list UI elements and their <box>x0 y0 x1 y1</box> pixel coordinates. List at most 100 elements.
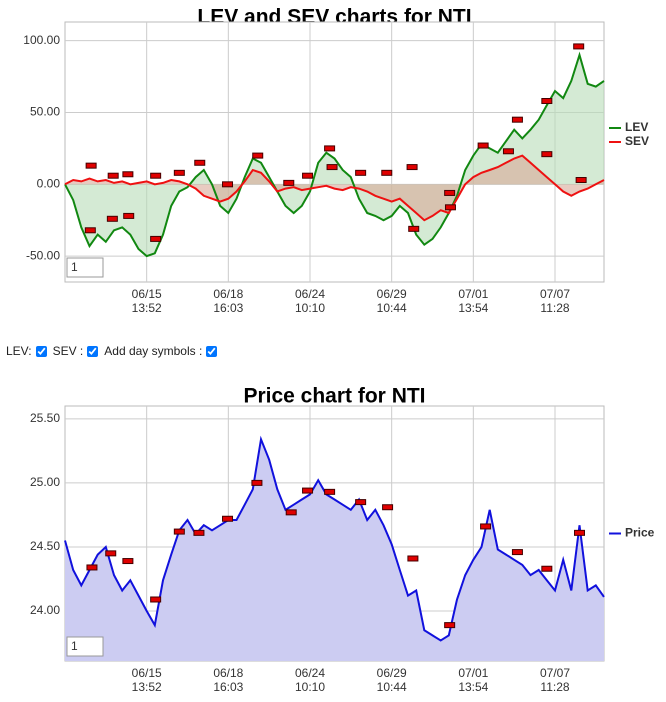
y-tick-label: 25.00 <box>30 475 60 489</box>
y-tick-label: 50.00 <box>30 105 60 119</box>
legend-label: SEV <box>625 134 649 148</box>
day-symbol <box>150 172 162 179</box>
day-symbol <box>407 555 419 562</box>
day-symbol <box>326 164 338 171</box>
x-tick-sublabel: 16:03 <box>213 680 243 694</box>
day-symbol <box>573 43 585 50</box>
lev-checkbox[interactable] <box>35 345 47 357</box>
chart-controls: LEV: SEV : Add day symbols : <box>6 344 221 358</box>
x-tick-label: 06/29 <box>377 287 407 301</box>
day-symbol <box>252 152 264 159</box>
x-tick-sublabel: 16:03 <box>213 301 243 315</box>
day-symbol <box>86 564 98 571</box>
legend-label: LEV <box>625 120 648 134</box>
area-fill <box>65 55 604 257</box>
zoom-input[interactable] <box>66 636 104 657</box>
x-tick-label: 06/18 <box>213 287 243 301</box>
x-tick-sublabel: 13:52 <box>132 680 162 694</box>
day-symbol <box>122 171 134 178</box>
x-tick-label: 06/24 <box>295 287 325 301</box>
x-tick-sublabel: 13:54 <box>458 301 488 315</box>
day-symbol <box>574 529 585 536</box>
day-symbol <box>283 179 295 186</box>
day-symbol <box>382 504 394 511</box>
day-symbol <box>302 172 314 179</box>
x-tick-label: 06/24 <box>295 666 325 680</box>
day-symbol <box>123 212 135 219</box>
day-symbol <box>355 169 367 176</box>
day-symbol <box>173 528 185 535</box>
zoom-input-value[interactable]: 1 <box>71 260 78 274</box>
day-symbol <box>355 499 367 506</box>
x-tick-label: 06/15 <box>132 287 162 301</box>
day-symbols-checkbox[interactable] <box>206 345 218 357</box>
x-tick-label: 06/29 <box>377 666 407 680</box>
x-tick-sublabel: 11:28 <box>540 680 569 694</box>
x-tick-sublabel: 13:52 <box>132 301 162 315</box>
day-symbol <box>302 487 314 494</box>
y-tick-label: 24.00 <box>30 603 60 617</box>
x-tick-label: 06/18 <box>213 666 243 680</box>
day-symbol <box>122 558 134 565</box>
day-symbol <box>106 215 118 222</box>
day-symbol <box>222 181 234 188</box>
series-line <box>64 435 605 642</box>
control-label: SEV : <box>52 344 84 358</box>
x-tick-sublabel: 13:54 <box>458 680 488 694</box>
day-symbol <box>444 622 456 629</box>
day-symbol <box>511 549 523 556</box>
day-symbol <box>85 162 97 169</box>
x-tick-sublabel: 10:10 <box>295 301 325 315</box>
day-symbol <box>477 142 489 149</box>
y-tick-label: -50.00 <box>26 248 60 262</box>
sev-checkbox[interactable] <box>87 345 99 357</box>
control-label: LEV: <box>6 344 32 358</box>
day-symbol <box>480 523 492 530</box>
day-symbol <box>406 164 418 171</box>
chart-title: Price chart for NTI <box>243 385 425 408</box>
day-symbol <box>541 565 553 572</box>
day-symbol <box>541 98 553 105</box>
day-symbol <box>150 235 162 242</box>
x-tick-sublabel: 10:10 <box>295 680 325 694</box>
day-symbol <box>408 225 420 232</box>
day-symbol <box>193 529 205 536</box>
zoom-input-value[interactable]: 1 <box>71 639 78 653</box>
day-symbol <box>285 509 297 516</box>
area-fill <box>65 439 604 661</box>
day-symbol <box>324 145 336 152</box>
x-tick-label: 07/07 <box>540 666 570 680</box>
x-tick-sublabel: 10:44 <box>377 680 407 694</box>
day-symbol <box>444 189 456 196</box>
x-tick-label: 07/07 <box>540 287 570 301</box>
y-tick-label: 25.50 <box>30 411 60 425</box>
day-symbol <box>150 596 162 603</box>
day-symbol <box>173 169 185 176</box>
legend-label: Price <box>625 526 655 540</box>
day-symbol <box>502 148 514 155</box>
zoom-input[interactable] <box>66 257 104 278</box>
control-label: Add day symbols : <box>104 344 203 358</box>
x-tick-label: 06/15 <box>132 666 162 680</box>
y-tick-label: 24.50 <box>30 539 60 553</box>
day-symbol <box>107 172 119 179</box>
day-symbol <box>444 204 456 211</box>
y-tick-label: 0.00 <box>37 176 61 190</box>
series-line <box>64 51 605 258</box>
y-tick-label: 100.00 <box>23 33 60 47</box>
x-tick-label: 07/01 <box>458 666 488 680</box>
day-symbol <box>194 159 206 166</box>
x-tick-sublabel: 10:44 <box>377 301 407 315</box>
x-tick-label: 07/01 <box>458 287 488 301</box>
x-tick-sublabel: 11:28 <box>540 301 569 315</box>
day-symbol <box>84 227 96 234</box>
day-symbol <box>511 116 523 123</box>
day-symbol <box>222 515 234 522</box>
series-line <box>64 154 605 222</box>
day-symbol <box>381 169 393 176</box>
day-symbol <box>324 488 336 495</box>
day-symbol <box>575 177 587 184</box>
day-symbol <box>251 479 263 486</box>
day-symbol <box>105 550 117 557</box>
